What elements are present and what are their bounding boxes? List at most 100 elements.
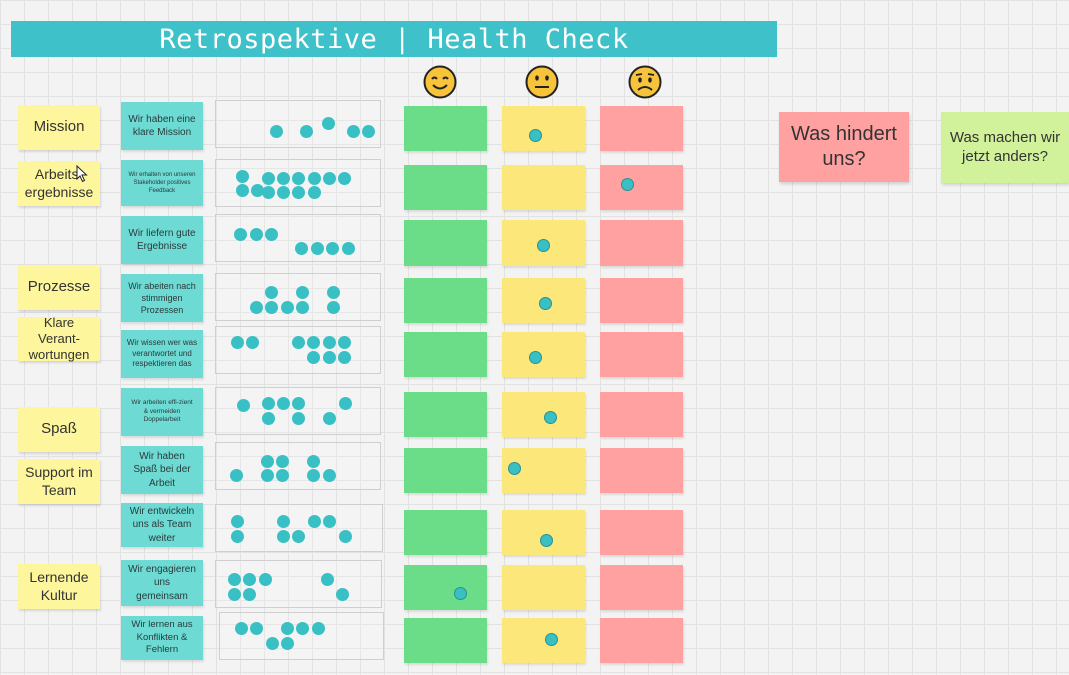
vote-dot[interactable] — [538, 296, 552, 310]
vote-dot[interactable] — [341, 241, 355, 255]
vote-dot[interactable] — [310, 241, 324, 255]
statement-note[interactable]: Wir lernen aus Konflikten & Fehlern — [121, 616, 203, 660]
rating-yellow-note[interactable] — [502, 220, 585, 266]
vote-dot[interactable] — [544, 632, 558, 646]
vote-dot[interactable] — [264, 300, 278, 314]
vote-area[interactable] — [215, 159, 381, 207]
vote-dot[interactable] — [322, 171, 336, 185]
vote-dot[interactable] — [346, 124, 360, 138]
category-note-support[interactable]: Support im Team — [18, 459, 100, 504]
impediments-note[interactable]: Was hindert uns? — [779, 112, 909, 182]
rating-green-note[interactable] — [404, 106, 487, 151]
rating-red-note[interactable] — [600, 618, 683, 663]
vote-dot[interactable] — [276, 514, 290, 528]
vote-dot[interactable] — [307, 185, 321, 199]
rating-red-note[interactable] — [600, 448, 683, 493]
rating-green-note[interactable] — [404, 510, 487, 555]
category-note-prozesse[interactable]: Prozesse — [18, 265, 100, 310]
vote-dot[interactable] — [322, 335, 336, 349]
category-note-verantwortungen[interactable]: Klare Verant-wortungen — [18, 315, 100, 362]
vote-dot[interactable] — [275, 468, 289, 482]
vote-dot[interactable] — [299, 124, 313, 138]
rating-red-note[interactable] — [600, 278, 683, 323]
vote-dot[interactable] — [276, 396, 290, 410]
statement-note[interactable]: Wir wissen wer was verantwortet und resp… — [121, 330, 203, 378]
vote-dot[interactable] — [326, 300, 340, 314]
vote-dot[interactable] — [322, 468, 336, 482]
rating-red-note[interactable] — [600, 106, 683, 151]
vote-dot[interactable] — [306, 335, 320, 349]
vote-dot[interactable] — [250, 183, 264, 197]
vote-dot[interactable] — [235, 183, 249, 197]
vote-dot[interactable] — [276, 529, 290, 543]
vote-dot[interactable] — [261, 171, 275, 185]
rating-yellow-note[interactable] — [502, 165, 585, 210]
statement-note[interactable]: Wir haben Spaß bei der Arbeit — [121, 446, 203, 494]
vote-dot[interactable] — [280, 636, 294, 650]
vote-dot[interactable] — [307, 514, 321, 528]
vote-area[interactable] — [215, 100, 381, 148]
vote-dot[interactable] — [269, 124, 283, 138]
vote-area[interactable] — [215, 504, 383, 552]
rating-green-note[interactable] — [404, 448, 487, 493]
vote-dot[interactable] — [245, 335, 259, 349]
vote-area[interactable] — [215, 214, 381, 262]
vote-dot[interactable] — [539, 533, 553, 547]
rating-yellow-note[interactable] — [502, 565, 585, 610]
category-note-mission[interactable]: Mission — [18, 105, 100, 150]
category-note-lernende-kultur[interactable]: Lernende Kultur — [18, 564, 100, 609]
vote-dot[interactable] — [295, 621, 309, 635]
vote-area[interactable] — [215, 442, 381, 490]
vote-dot[interactable] — [280, 621, 294, 635]
vote-dot[interactable] — [536, 238, 550, 252]
statement-note[interactable]: Wir erhalten von unseren Stakeholder pos… — [121, 160, 203, 206]
vote-dot[interactable] — [453, 586, 467, 600]
vote-dot[interactable] — [260, 468, 274, 482]
category-note-spass[interactable]: Spaß — [18, 407, 100, 452]
vote-dot[interactable] — [280, 300, 294, 314]
vote-dot[interactable] — [230, 514, 244, 528]
vote-area[interactable] — [215, 560, 382, 608]
vote-dot[interactable] — [326, 285, 340, 299]
vote-dot[interactable] — [235, 169, 249, 183]
vote-dot[interactable] — [620, 177, 634, 191]
vote-dot[interactable] — [325, 241, 339, 255]
vote-dot[interactable] — [306, 350, 320, 364]
statement-note[interactable]: Wir entwickeln uns als Team weiter — [121, 503, 203, 547]
vote-dot[interactable] — [507, 461, 521, 475]
statement-note[interactable]: Wir abeiten nach stimmigen Prozessen — [121, 274, 203, 322]
statement-note[interactable]: Wir arbeiten effi-zient & vermeiden Dopp… — [121, 388, 203, 436]
vote-dot[interactable] — [321, 116, 335, 130]
vote-dot[interactable] — [230, 335, 244, 349]
vote-dot[interactable] — [242, 572, 256, 586]
vote-dot[interactable] — [249, 300, 263, 314]
vote-dot[interactable] — [307, 171, 321, 185]
vote-area[interactable] — [215, 273, 381, 321]
vote-area[interactable] — [219, 612, 384, 660]
vote-dot[interactable] — [291, 171, 305, 185]
vote-area[interactable] — [215, 387, 381, 435]
rating-red-note[interactable] — [600, 565, 683, 610]
vote-dot[interactable] — [265, 636, 279, 650]
rating-green-note[interactable] — [404, 278, 487, 323]
rating-yellow-note[interactable] — [502, 448, 585, 493]
vote-dot[interactable] — [261, 396, 275, 410]
statement-note[interactable]: Wir haben eine klare Mission — [121, 102, 203, 150]
rating-yellow-note[interactable] — [502, 510, 585, 555]
vote-dot[interactable] — [249, 227, 263, 241]
rating-green-note[interactable] — [404, 618, 487, 663]
statement-note[interactable]: Wir liefern gute Ergebnisse — [121, 216, 203, 264]
vote-dot[interactable] — [306, 468, 320, 482]
vote-dot[interactable] — [264, 285, 278, 299]
rating-green-note[interactable] — [404, 332, 487, 377]
vote-dot[interactable] — [291, 411, 305, 425]
rating-green-note[interactable] — [404, 165, 487, 210]
vote-dot[interactable] — [543, 410, 557, 424]
rating-green-note[interactable] — [404, 565, 487, 610]
vote-dot[interactable] — [337, 335, 351, 349]
vote-dot[interactable] — [291, 335, 305, 349]
vote-dot[interactable] — [306, 454, 320, 468]
rating-red-note[interactable] — [600, 220, 683, 266]
vote-dot[interactable] — [258, 572, 272, 586]
vote-dot[interactable] — [337, 350, 351, 364]
